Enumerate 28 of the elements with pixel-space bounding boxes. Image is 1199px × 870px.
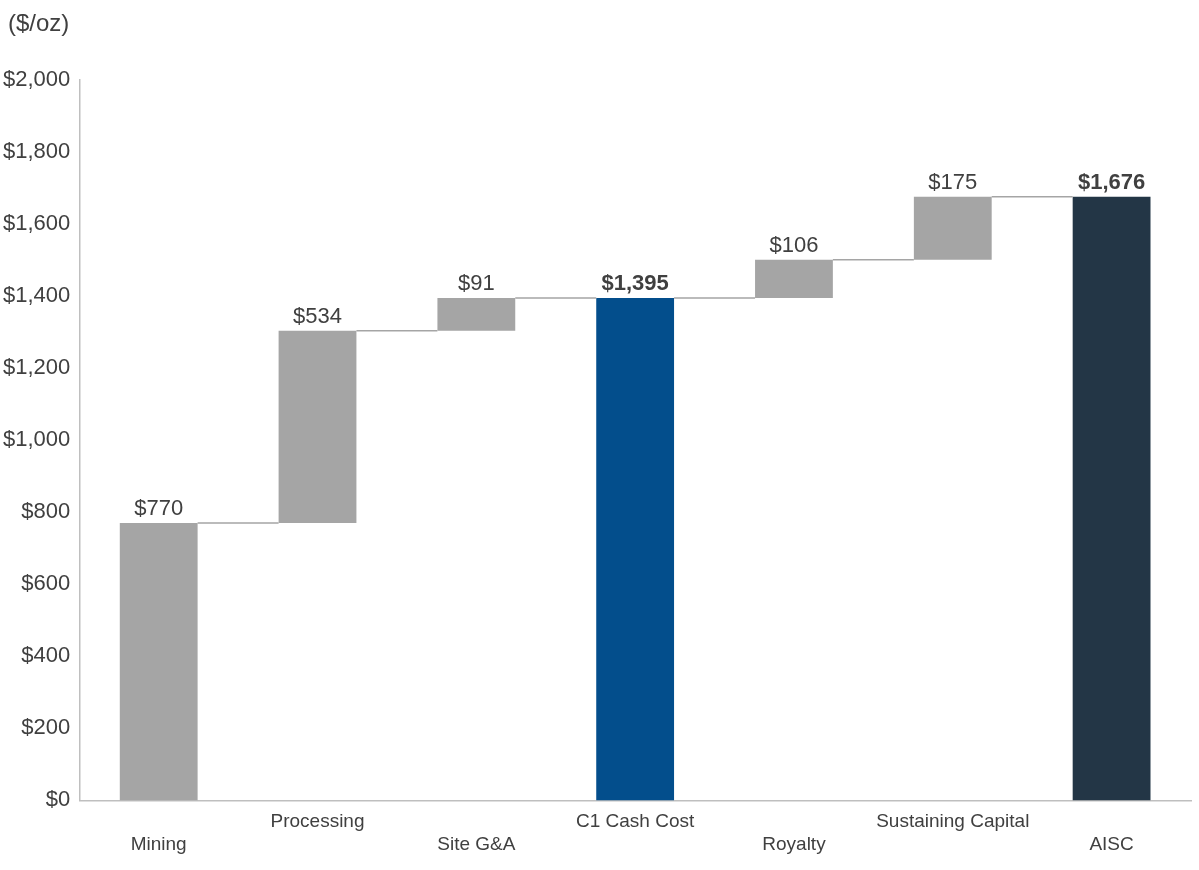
y-tick-label: $200	[21, 714, 71, 740]
x-tick-label: C1 Cash Cost	[576, 810, 695, 832]
y-tick-label: $1,000	[2, 426, 71, 452]
x-tick-label: Royalty	[762, 832, 827, 854]
data-label: $1,395	[601, 269, 669, 295]
data-label: $91	[457, 269, 495, 295]
y-tick-label: $600	[21, 570, 71, 596]
data-label: $770	[134, 495, 184, 521]
bar	[596, 297, 675, 801]
x-tick-label: Mining	[130, 832, 187, 854]
x-tick-label: Processing	[270, 810, 365, 832]
data-label: $175	[928, 168, 978, 194]
y-tick-label: $400	[21, 642, 71, 668]
y-tick-label: $2,000	[2, 66, 71, 92]
bar	[1072, 196, 1151, 801]
y-tick-label: $1,800	[2, 138, 71, 164]
x-tick-label: Sustaining Capital	[876, 810, 1030, 832]
x-tick-label: AISC	[1089, 832, 1134, 854]
y-axis-title: ($/oz)	[8, 8, 70, 36]
x-tick-label: Site G&A	[437, 832, 516, 854]
y-tick-label: $800	[21, 498, 71, 524]
data-label: $534	[293, 302, 342, 328]
data-label: $106	[769, 231, 819, 257]
y-tick-label: $0	[45, 786, 71, 812]
y-tick-label: $1,200	[2, 354, 71, 380]
y-tick-label: $1,400	[2, 282, 71, 308]
data-label: $1,676	[1077, 168, 1146, 194]
y-tick-label: $1,600	[2, 210, 71, 236]
